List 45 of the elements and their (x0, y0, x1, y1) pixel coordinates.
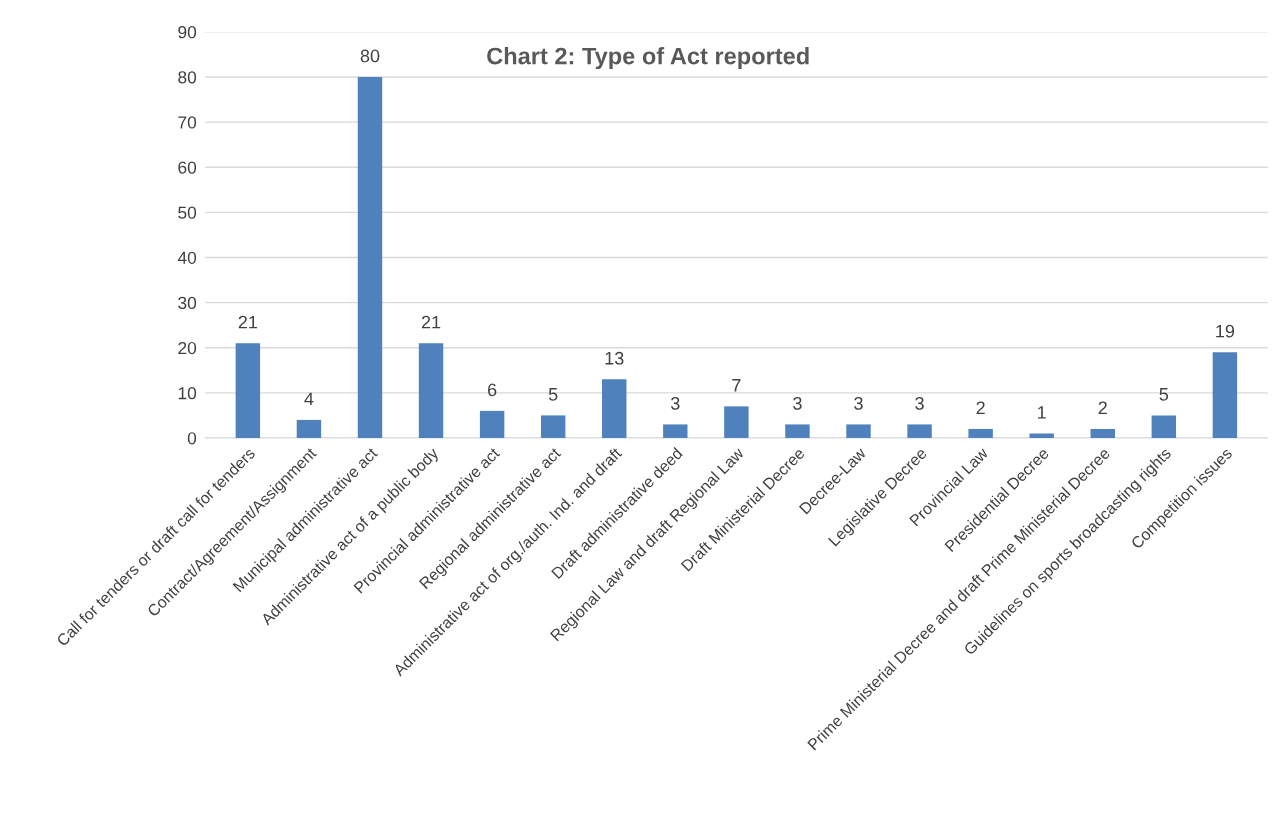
bar (602, 379, 627, 438)
data-label: 19 (1216, 324, 1235, 338)
data-label: 2 (976, 401, 985, 415)
bar (1151, 415, 1177, 438)
bar (418, 343, 444, 438)
y-tick-label: 70 (178, 116, 197, 129)
data-label: 80 (360, 49, 380, 63)
y-tick-label: 60 (178, 161, 197, 174)
bar (357, 77, 383, 438)
data-label: 13 (605, 351, 624, 365)
y-tick-label: 40 (177, 251, 197, 264)
bar (785, 424, 810, 438)
data-label: 4 (304, 392, 314, 406)
y-tick-label: 30 (178, 296, 197, 310)
data-label: 1 (1038, 406, 1046, 419)
bar (663, 424, 688, 438)
y-tick-label: 50 (178, 206, 197, 219)
data-label: 3 (854, 396, 863, 410)
y-tick-label: 80 (178, 71, 197, 84)
data-label: 5 (1159, 388, 1169, 401)
data-label: 7 (732, 379, 741, 392)
y-tick-label: 20 (178, 341, 197, 355)
data-label: 3 (793, 396, 802, 410)
bar (296, 419, 322, 438)
bar (724, 406, 749, 438)
data-label: 6 (488, 383, 497, 397)
bar (846, 424, 871, 438)
bar (479, 410, 505, 438)
y-tick-label: 90 (178, 26, 197, 39)
y-tick-label: 0 (187, 432, 197, 445)
bar (968, 428, 993, 438)
bar (540, 415, 566, 438)
bar (1212, 352, 1238, 438)
bar (235, 343, 261, 438)
data-label: 3 (670, 396, 680, 410)
bar (907, 424, 932, 438)
data-label: 2 (1098, 401, 1107, 415)
data-label: 21 (238, 315, 258, 329)
data-label: 21 (421, 315, 441, 329)
bar (1090, 428, 1115, 438)
data-label: 5 (548, 388, 558, 401)
y-tick-label: 10 (178, 387, 197, 400)
data-label: 3 (915, 396, 924, 410)
bar (1029, 433, 1054, 438)
text: Chart 2: Type of Act reported (487, 47, 809, 70)
